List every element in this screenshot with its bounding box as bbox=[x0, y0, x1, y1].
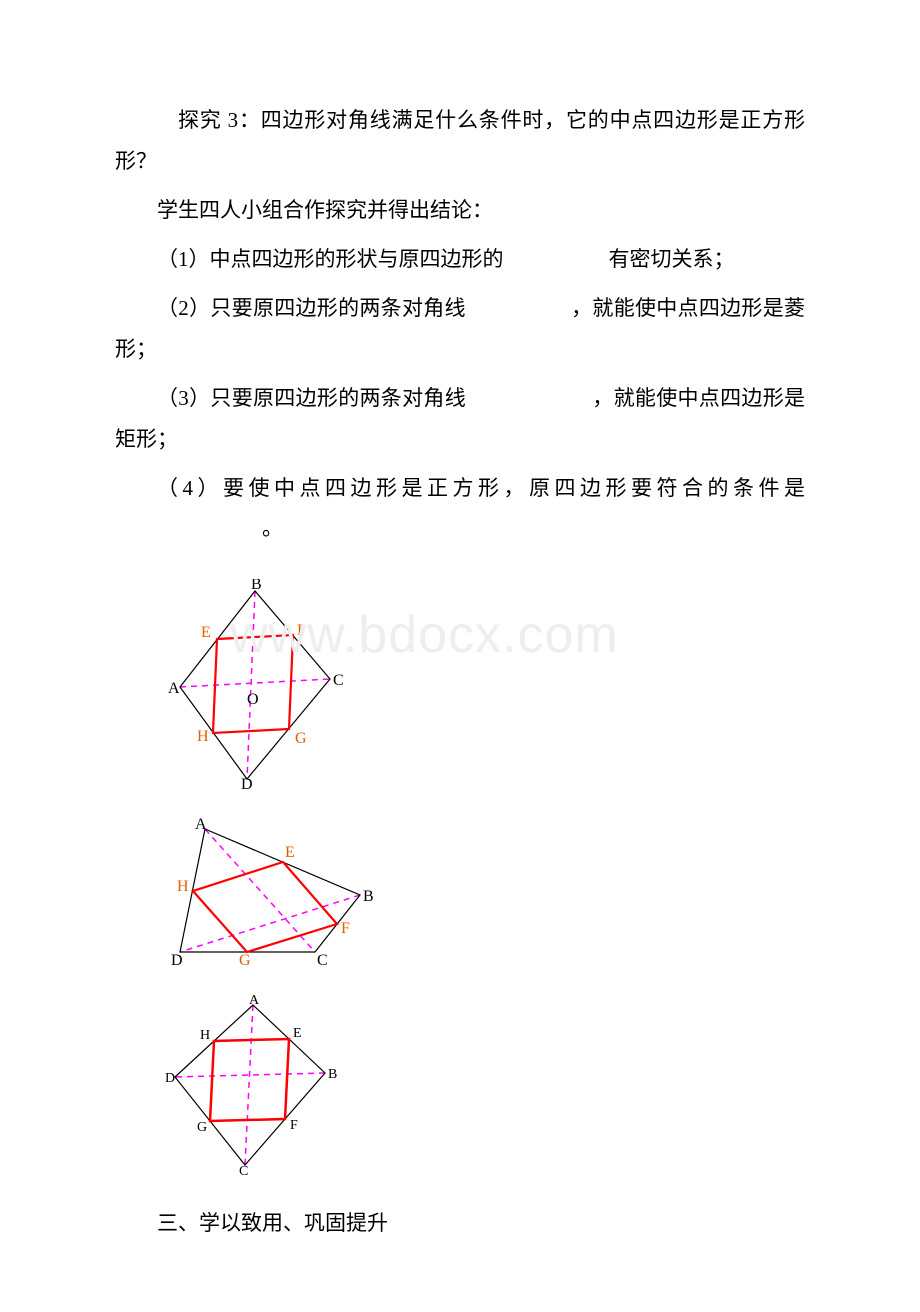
fig3-diagonals bbox=[175, 1005, 325, 1165]
fig2-label-G: G bbox=[239, 952, 251, 967]
fig2-label-D: D bbox=[171, 952, 183, 967]
fig1-label-F: F bbox=[297, 622, 306, 639]
fig2-diagonals bbox=[180, 829, 360, 952]
fig1-outer-quad bbox=[180, 591, 330, 779]
fig3-label-F: F bbox=[290, 1118, 298, 1133]
paragraph-section-3: 三、学以致用、巩固提升 bbox=[115, 1203, 805, 1244]
figure-1: A B C D O E F G H bbox=[165, 579, 805, 789]
paragraph-item-2: （2）只要原四边形的两条对角线，就能使中点四边形是菱形； bbox=[115, 288, 805, 370]
figure-3: A B C D E F G H bbox=[165, 995, 805, 1175]
fig1-label-E: E bbox=[201, 624, 211, 641]
fig3-midpoint-quad bbox=[210, 1039, 289, 1121]
fig2-label-B: B bbox=[363, 888, 374, 905]
fig2-label-C: C bbox=[317, 952, 328, 967]
fig2-label-H: H bbox=[177, 878, 189, 895]
figure-2-svg: A B C D E F G H bbox=[165, 817, 375, 967]
fig3-label-H: H bbox=[200, 1028, 210, 1043]
fig2-labels-mid: E F G H bbox=[177, 844, 350, 967]
document-page: www.bdocx.com 探究 3：四边形对角线满足什么条件时，它的中点四边形… bbox=[0, 0, 920, 1312]
fig1-labels-outer: A B C D O bbox=[168, 579, 344, 789]
figure-3-svg: A B C D E F G H bbox=[165, 995, 340, 1175]
fig3-label-D: D bbox=[165, 1071, 175, 1086]
fig1-label-A: A bbox=[168, 680, 180, 697]
fig3-outer-quad bbox=[175, 1005, 325, 1165]
fig3-label-G: G bbox=[197, 1120, 207, 1135]
fig1-label-D: D bbox=[241, 776, 253, 789]
fig2-outer-quad bbox=[180, 829, 360, 952]
paragraph-item-1: （1）中点四边形的形状与原四边形的 有密切关系； bbox=[115, 239, 805, 280]
fig1-diagonals bbox=[180, 591, 330, 779]
paragraph-item-3: （3）只要原四边形的两条对角线，就能使中点四边形是矩形； bbox=[115, 378, 805, 460]
fig2-label-A: A bbox=[195, 817, 207, 833]
fig1-label-H: H bbox=[197, 728, 209, 745]
fig1-label-B: B bbox=[251, 579, 262, 593]
fig3-label-E: E bbox=[293, 1026, 302, 1041]
figure-1-svg: A B C D O E F G H bbox=[165, 579, 345, 789]
fig1-label-C: C bbox=[333, 672, 344, 689]
paragraph-explore-3: 探究 3：四边形对角线满足什么条件时，它的中点四边形是正方形形？ bbox=[115, 100, 805, 182]
paragraph-item-4: （4）要使中点四边形是正方形，原四边形要符合的条件是。 bbox=[115, 468, 805, 550]
item1-text-b: 有密切关系； bbox=[609, 247, 735, 271]
fig2-label-F: F bbox=[341, 920, 350, 937]
item3-text-a: （3）只要原四边形的两条对角线 bbox=[157, 386, 466, 410]
fig3-label-B: B bbox=[328, 1067, 337, 1082]
item4-text-b: 。 bbox=[262, 516, 283, 540]
fig3-labels: A B C D E F G H bbox=[165, 995, 337, 1175]
fig3-label-A: A bbox=[249, 995, 260, 1008]
item2-text-a: （2）只要原四边形的两条对角线 bbox=[157, 296, 466, 320]
paragraph-intro: 学生四人小组合作探究并得出结论： bbox=[115, 190, 805, 231]
fig1-label-G: G bbox=[295, 730, 307, 747]
item1-text-a: （1）中点四边形的形状与原四边形的 bbox=[157, 247, 504, 271]
figures-container: A B C D O E F G H bbox=[165, 579, 805, 1175]
figure-2: A B C D E F G H bbox=[165, 817, 805, 967]
item4-text-a: （4）要使中点四边形是正方形，原四边形要符合的条件是 bbox=[157, 476, 805, 500]
fig3-label-C: C bbox=[239, 1164, 248, 1175]
fig2-label-E: E bbox=[285, 844, 295, 861]
fig1-label-O: O bbox=[247, 691, 259, 708]
